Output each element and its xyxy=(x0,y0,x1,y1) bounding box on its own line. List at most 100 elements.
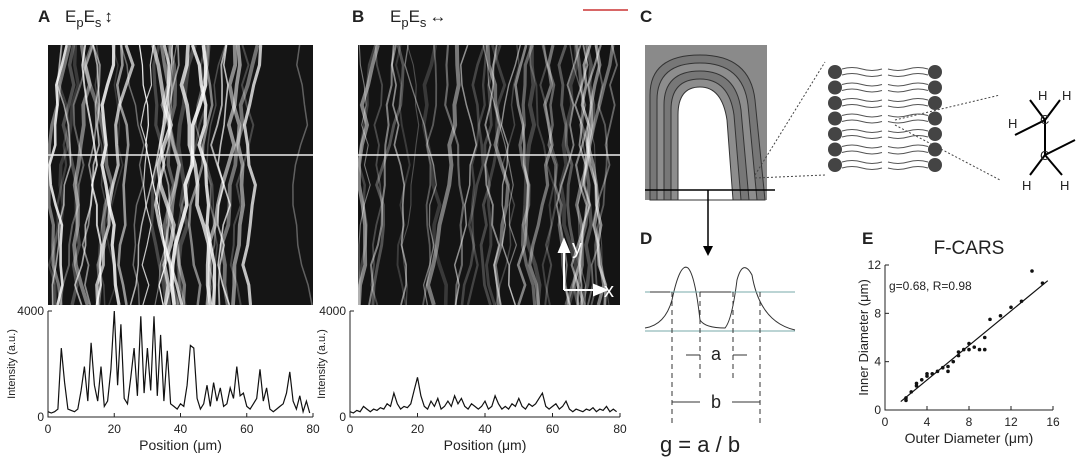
lipid-tail xyxy=(887,98,929,102)
fiber xyxy=(579,44,610,306)
lipid-tail xyxy=(841,166,883,170)
point xyxy=(1019,299,1024,304)
lipid-tail xyxy=(887,150,929,155)
fiber xyxy=(541,44,571,306)
lipid-head xyxy=(928,96,942,110)
x-axis-label: Position (μm) xyxy=(139,437,222,453)
point xyxy=(956,350,961,354)
lipid-tail xyxy=(887,166,929,170)
fiber xyxy=(514,44,530,306)
panel-label: B xyxy=(352,7,364,26)
fiber xyxy=(241,44,263,306)
point xyxy=(904,396,908,400)
lipid-head xyxy=(828,158,842,172)
panel-title: EpEs ↔ xyxy=(390,7,446,30)
fiber xyxy=(500,44,521,306)
lipid-tail xyxy=(841,135,883,139)
x-tick-label: 80 xyxy=(613,422,627,436)
fiber xyxy=(371,44,405,306)
fiber xyxy=(485,44,507,306)
lipid-tail xyxy=(887,67,929,71)
point xyxy=(998,313,1003,318)
lipid-tail xyxy=(887,82,929,87)
fiber xyxy=(401,44,420,306)
title-part: E xyxy=(409,7,420,26)
lipid-tail xyxy=(841,119,883,124)
myelin-diagram xyxy=(645,45,1001,256)
lipid-tail xyxy=(887,104,929,108)
fiber xyxy=(357,44,380,306)
point xyxy=(972,345,977,349)
fiber xyxy=(95,44,135,306)
fiber xyxy=(51,44,72,306)
intensity-line xyxy=(47,310,311,415)
point xyxy=(925,371,929,376)
fiber xyxy=(453,44,478,306)
point xyxy=(961,347,966,352)
fiber xyxy=(48,44,68,306)
fiber xyxy=(219,44,260,306)
fiber xyxy=(574,44,591,306)
title-part: E xyxy=(390,7,401,26)
lipid-tail xyxy=(841,98,883,102)
panel-label: E xyxy=(862,229,873,248)
fiber xyxy=(482,44,518,306)
fiber xyxy=(460,44,486,306)
x-tick-label: 80 xyxy=(306,422,320,436)
title-part: ↔ xyxy=(429,7,446,26)
fiber xyxy=(444,44,465,306)
lipid-tail xyxy=(841,150,883,155)
point xyxy=(940,365,945,370)
atom: C xyxy=(1040,112,1049,127)
label-a: a xyxy=(711,344,722,364)
panel-label: C xyxy=(640,7,652,26)
fiber xyxy=(162,44,182,306)
y-tick-label: 0 xyxy=(37,410,44,424)
point xyxy=(956,353,961,358)
fiber xyxy=(229,44,255,306)
fiber xyxy=(179,44,213,306)
fiber xyxy=(518,44,537,306)
fiber xyxy=(485,44,510,306)
point xyxy=(930,371,935,376)
point xyxy=(982,335,987,340)
lipid-tail xyxy=(841,144,883,149)
point xyxy=(919,377,924,382)
x-tick-label: 20 xyxy=(411,422,425,436)
lipid-head xyxy=(828,96,842,110)
fiber xyxy=(74,44,101,306)
fiber xyxy=(217,44,232,306)
fiber xyxy=(176,44,197,306)
fiber xyxy=(140,44,155,306)
fiber xyxy=(129,44,174,306)
x-tick-label: 0 xyxy=(347,422,354,436)
x-tick-label: 20 xyxy=(108,422,122,436)
point xyxy=(1040,281,1045,285)
point xyxy=(982,347,987,352)
fiber xyxy=(187,44,214,306)
atom: H xyxy=(1008,116,1017,131)
lipid-head xyxy=(928,142,942,157)
lipid-tail xyxy=(841,67,883,71)
lipid-head xyxy=(928,80,942,95)
y-axis-label: Intensity (a.u.) xyxy=(6,329,18,399)
title-part: E xyxy=(84,7,95,26)
y-tick-label: 12 xyxy=(868,258,882,272)
lipid-tail xyxy=(887,135,929,139)
lipid-head xyxy=(928,65,942,79)
fiber xyxy=(81,44,103,306)
fiber xyxy=(94,44,107,306)
panel-label: D xyxy=(640,229,652,248)
fiber xyxy=(495,44,520,306)
point xyxy=(967,341,971,346)
fiber xyxy=(479,44,502,306)
fiber xyxy=(120,44,145,306)
fiber xyxy=(555,44,582,306)
atom: C xyxy=(1040,148,1049,163)
lipid-tail xyxy=(841,82,883,87)
micrograph xyxy=(357,44,620,306)
fiber xyxy=(358,44,371,305)
fiber xyxy=(587,44,618,306)
x-tick-label: 40 xyxy=(174,422,188,436)
